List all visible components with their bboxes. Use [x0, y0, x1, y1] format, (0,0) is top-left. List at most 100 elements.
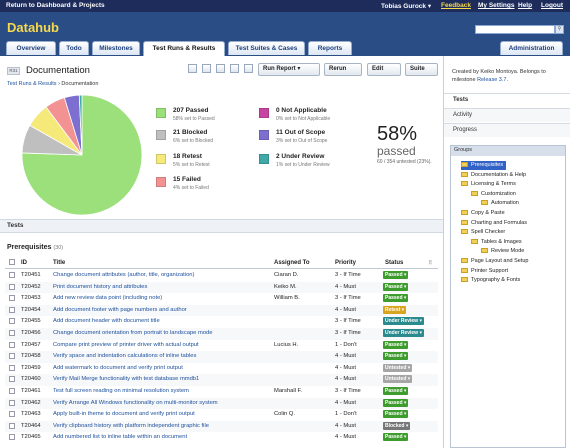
row-checkbox[interactable]	[9, 364, 15, 371]
group-item[interactable]: Customization	[471, 190, 516, 199]
status-dropdown[interactable]: Under Review ▾	[383, 329, 424, 337]
group-item[interactable]: Copy & Paste	[461, 209, 505, 218]
col-id[interactable]: ID	[21, 260, 27, 266]
status-dropdown[interactable]: Passed ▾	[383, 387, 409, 395]
table-row[interactable]: T20455 Add document header with document …	[5, 316, 438, 328]
mail-icon[interactable]	[216, 64, 225, 73]
run-report-button[interactable]: Run Report ▾	[258, 63, 320, 76]
group-item[interactable]: Prerequisites	[461, 161, 507, 170]
status-dropdown[interactable]: Passed ▾	[383, 352, 409, 361]
status-dropdown[interactable]: Passed ▾	[383, 340, 409, 349]
status-dropdown[interactable]: Retest ▾	[383, 305, 407, 314]
table-row[interactable]: T20463 Apply built-in theme to document a…	[5, 409, 438, 421]
logout-link[interactable]: Logout	[541, 2, 564, 9]
search-input[interactable]	[475, 25, 555, 34]
table-row[interactable]: T20454 Add document footer with page numb…	[5, 304, 438, 317]
group-item[interactable]: Page Layout and Setup	[461, 257, 529, 266]
print-icon[interactable]	[230, 64, 239, 73]
test-title-link[interactable]: Change document orientation from portrai…	[53, 330, 213, 336]
group-item[interactable]: Documentation & Help	[461, 171, 526, 180]
tab-milestones[interactable]: Milestones	[92, 41, 140, 55]
row-checkbox[interactable]	[9, 411, 15, 418]
settings-link[interactable]: My Settings	[478, 2, 515, 9]
edit-button[interactable]: Edit	[367, 63, 401, 76]
group-item[interactable]: Review Mode	[481, 247, 524, 256]
sidebar-tab-tests[interactable]: Tests	[444, 93, 570, 107]
tab-test-suites[interactable]: Test Suites & Cases	[228, 41, 305, 55]
suite-button[interactable]: Suite	[405, 63, 438, 76]
table-row[interactable]: T20457 Compare print preview of printer d…	[5, 340, 438, 352]
breadcrumb-link[interactable]: Test Runs & Results	[7, 81, 57, 87]
test-title-link[interactable]: Change document attributes (author, titl…	[53, 272, 195, 278]
col-status[interactable]: Status	[385, 260, 404, 266]
row-checkbox[interactable]	[9, 283, 15, 290]
row-checkbox[interactable]	[9, 422, 15, 429]
section-name[interactable]: Prerequisites	[7, 244, 52, 251]
status-dropdown[interactable]: Passed ▾	[383, 398, 409, 407]
table-row[interactable]: T20458 Verify space and indentation calcu…	[5, 351, 438, 363]
row-checkbox[interactable]	[9, 341, 15, 348]
row-checkbox[interactable]	[9, 330, 15, 336]
table-row[interactable]: T20462 Verify Arrange All Windows functio…	[5, 397, 438, 410]
export-icon[interactable]	[244, 64, 253, 73]
group-item[interactable]: Printer Support	[461, 267, 508, 276]
table-row[interactable]: T20459 Add watermark to document and veri…	[5, 363, 438, 375]
group-item[interactable]: Tables & Images	[471, 238, 522, 247]
status-dropdown[interactable]: Passed ▾	[383, 294, 409, 303]
status-dropdown[interactable]: Passed ▾	[383, 271, 409, 279]
test-title-link[interactable]: Verify Mail Merge functionality with tes…	[53, 376, 200, 383]
test-title-link[interactable]: Verify clipboard history with platform i…	[53, 422, 209, 429]
test-title-link[interactable]: Add watermark to document and verify pri…	[53, 364, 183, 371]
test-title-link[interactable]: Apply built-in theme to document and ver…	[53, 411, 195, 418]
feedback-link[interactable]: Feedback	[441, 2, 471, 9]
row-checkbox[interactable]	[9, 353, 15, 360]
user-menu[interactable]: Tobias Gurock ▾	[381, 3, 432, 10]
status-dropdown[interactable]: Under Review ▾	[383, 317, 424, 326]
rerun-button[interactable]: Rerun	[324, 63, 362, 76]
test-title-link[interactable]: Compare print preview of printer driver …	[53, 341, 199, 348]
group-item[interactable]: Charting and Formulas	[461, 219, 527, 228]
test-title-link[interactable]: Add new review data point (including not…	[53, 295, 163, 302]
row-checkbox[interactable]	[9, 376, 15, 383]
group-item[interactable]: Spell Checker	[461, 228, 505, 237]
col-title[interactable]: Title	[53, 260, 66, 266]
columns-icon[interactable]: ⦙⦙	[429, 260, 432, 266]
row-checkbox[interactable]	[9, 434, 15, 441]
row-checkbox[interactable]	[9, 399, 15, 406]
table-row[interactable]: T20464 Verify clipboard history with plat…	[5, 420, 438, 433]
tab-reports[interactable]: Reports	[308, 41, 352, 55]
row-checkbox[interactable]	[9, 272, 15, 278]
row-checkbox[interactable]	[9, 388, 15, 394]
col-priority[interactable]: Priority	[335, 260, 357, 266]
select-all-checkbox[interactable]	[9, 259, 15, 265]
sidebar-tab-progress[interactable]: Progress	[444, 123, 570, 137]
col-assigned[interactable]: Assigned To	[274, 260, 310, 266]
tab-todo[interactable]: Todo	[59, 41, 89, 55]
table-row[interactable]: T20453 Add new review data point (includi…	[5, 293, 438, 305]
table-row[interactable]: T20452 Print document history and attribu…	[5, 281, 438, 294]
table-row[interactable]: T20461 Test full screen reading on minima…	[5, 386, 438, 398]
status-dropdown[interactable]: Passed ▾	[383, 282, 409, 291]
test-title-link[interactable]: Add document footer with page numbers an…	[53, 306, 187, 313]
status-dropdown[interactable]: Passed ▾	[383, 410, 409, 419]
status-dropdown[interactable]: Untested ▾	[383, 363, 413, 372]
chart-icon[interactable]	[188, 64, 197, 73]
group-item[interactable]: Typography & Fonts	[461, 276, 520, 285]
test-title-link[interactable]: Add document header with document title	[53, 318, 160, 325]
group-item[interactable]: Licensing & Terms	[461, 180, 516, 189]
tab-overview[interactable]: Overview	[6, 41, 56, 55]
test-title-link[interactable]: Add numbered list to inline table within…	[53, 434, 188, 441]
row-checkbox[interactable]	[9, 306, 15, 313]
test-title-link[interactable]: Verify Arrange All Windows functionality…	[53, 399, 218, 406]
tab-administration[interactable]: Administration	[500, 41, 563, 55]
test-title-link[interactable]: Verify space and indentation calculation…	[53, 353, 197, 360]
help-link[interactable]: Help	[518, 2, 533, 9]
table-row[interactable]: T20451 Change document attributes (author…	[5, 270, 438, 282]
row-checkbox[interactable]	[9, 318, 15, 325]
list-icon[interactable]	[202, 64, 211, 73]
return-link[interactable]: Return to Dashboard & Projects	[6, 2, 105, 9]
table-row[interactable]: T20465 Add numbered list to inline table …	[5, 432, 438, 444]
group-item[interactable]: Automation	[481, 199, 519, 208]
sidebar-tab-activity[interactable]: Activity	[444, 108, 570, 122]
search-icon[interactable]: ⚲	[555, 25, 564, 34]
